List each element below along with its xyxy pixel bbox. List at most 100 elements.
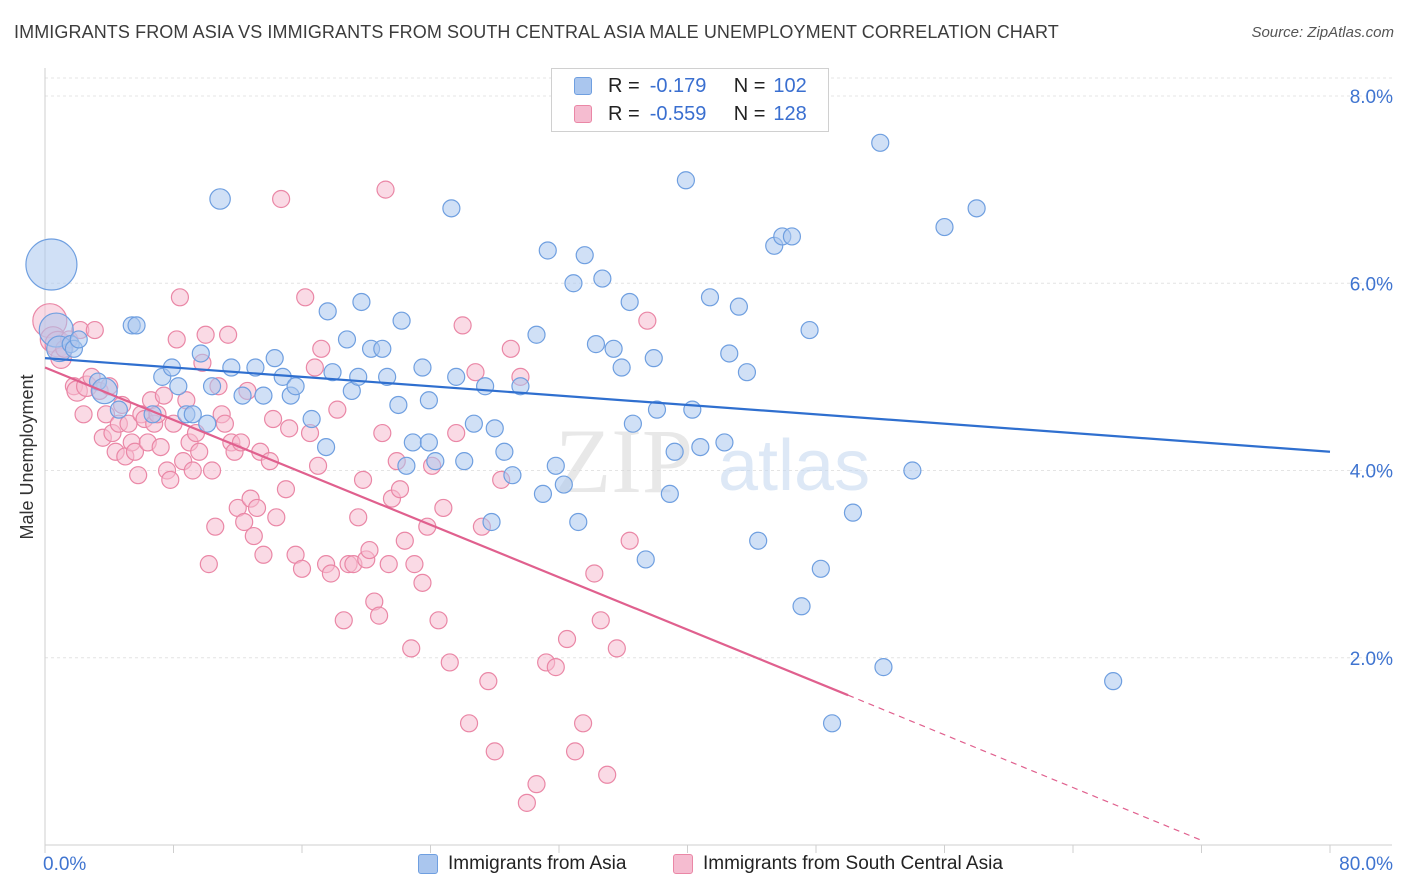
scatter-point-asia (447, 367, 466, 386)
scatter-point-south-central-asia (202, 461, 222, 480)
scatter-point-asia (720, 344, 739, 363)
scatter-point-south-central-asia (247, 498, 267, 518)
series-legend-south-central-asia-label: Immigrants from South Central Asia (703, 853, 1003, 874)
scatter-point-asia (464, 414, 483, 433)
scatter-point-south-central-asia (308, 456, 328, 475)
scatter-point-south-central-asia (74, 405, 93, 424)
scatter-point-south-central-asia (312, 339, 331, 358)
scatter-point-asia (782, 227, 802, 246)
scatter-point-asia (389, 395, 408, 415)
scatter-point-south-central-asia (395, 531, 414, 550)
scatter-point-asia (222, 358, 241, 377)
watermark-atlas: atlas (718, 426, 870, 506)
scatter-point-south-central-asia (402, 639, 421, 658)
scatter-point-asia (442, 199, 461, 218)
scatter-point-asia (644, 349, 663, 368)
scatter-point-south-central-asia (373, 423, 392, 443)
scatter-point-south-central-asia (565, 742, 585, 761)
legend-swatch-south-central-asia (574, 105, 592, 123)
legend-n-label: N = (733, 74, 766, 97)
scatter-point-south-central-asia (292, 559, 312, 578)
scatter-point-south-central-asia (276, 480, 296, 499)
series-legend-south-central-asia-swatch (673, 854, 693, 874)
trend-line-south-central-asia (44, 366, 849, 697)
scatter-point-asia (612, 358, 631, 377)
scatter-point-asia (316, 437, 336, 457)
legend-swatch-asia (574, 77, 592, 95)
scatter-point-south-central-asia (479, 672, 498, 691)
scatter-point-south-central-asia (370, 606, 389, 625)
scatter-point-asia (183, 405, 202, 424)
scatter-point-asia (413, 358, 432, 377)
scatter-point-asia (397, 456, 416, 475)
scatter-point-south-central-asia (620, 531, 639, 550)
scatter-point-asia (935, 217, 954, 237)
scatter-point-asia (403, 433, 422, 452)
scatter-point-asia (729, 297, 749, 316)
scatter-point-asia (503, 466, 522, 485)
scatter-point-asia (871, 133, 890, 152)
stats-legend: R = -0.179 N = 102 R = -0.559 N = 128 (551, 68, 829, 132)
scatter-point-south-central-asia (591, 611, 610, 630)
legend-n-value: 102 (773, 74, 807, 97)
scatter-point-south-central-asia (196, 325, 215, 344)
scatter-point-south-central-asia (219, 325, 238, 344)
scatter-point-asia (352, 292, 371, 312)
scatter-point-asia (660, 484, 679, 504)
scatter-point-asia (419, 391, 438, 410)
scatter-point-asia (109, 400, 128, 419)
scatter-point-south-central-asia (235, 512, 254, 532)
scatter-point-south-central-asia (199, 555, 218, 574)
scatter-point-asia (569, 512, 588, 532)
scatter-point-asia (233, 386, 252, 405)
series-legend-south-central-asia[interactable]: Immigrants from South Central Asia (673, 852, 1003, 876)
scatter-point-south-central-asia (167, 330, 186, 349)
scatter-point-south-central-asia (434, 498, 453, 518)
scatter-point-asia (337, 330, 357, 349)
series-legend-asia-swatch (418, 854, 438, 874)
scatter-point-asia (737, 363, 757, 382)
scatter-point-south-central-asia (585, 564, 604, 583)
scatter-point-asia (426, 452, 445, 471)
scatter-point-asia (127, 316, 146, 335)
y-tick-label: 2.0% (1350, 649, 1393, 670)
scatter-point-south-central-asia (328, 400, 347, 419)
scatter-point-asia (903, 461, 922, 480)
scatter-point-asia (843, 503, 863, 522)
chart-title: IMMIGRANTS FROM ASIA VS IMMIGRANTS FROM … (14, 22, 1059, 42)
source-label: Source: ZipAtlas.com (1251, 24, 1394, 41)
scatter-point-asia (700, 288, 720, 307)
scatter-point-asia (623, 414, 642, 433)
trend-line-south-central-asia-extension (847, 694, 1202, 841)
scatter-point-south-central-asia (215, 414, 234, 433)
scatter-point-south-central-asia (305, 358, 324, 377)
scatter-point-asia (538, 241, 557, 260)
scatter-point-south-central-asia (466, 363, 485, 382)
scatter-point-asia (511, 377, 530, 396)
legend-row-asia: R = -0.179 N = 102 (574, 73, 807, 99)
scatter-point-south-central-asia (376, 180, 395, 199)
scatter-point-south-central-asia (272, 189, 291, 209)
scatter-point-asia (1104, 672, 1123, 691)
scatter-point-south-central-asia (254, 545, 273, 564)
scatter-point-asia (800, 320, 819, 340)
x-tick-label-min: 0.0% (43, 854, 86, 875)
scatter-point-asia (191, 344, 210, 363)
scatter-point-south-central-asia (360, 540, 379, 560)
scatter-point-south-central-asia (263, 409, 283, 429)
series-legend-asia-label: Immigrants from Asia (448, 853, 627, 874)
scatter-point-asia (198, 414, 217, 433)
scatter-point-asia (254, 386, 273, 405)
scatter-point-south-central-asia (154, 386, 173, 405)
scatter-point-asia (533, 484, 553, 504)
scatter-point-asia (419, 433, 438, 452)
scatter-point-south-central-asia (557, 629, 577, 649)
scatter-point-south-central-asia (206, 517, 225, 536)
series-legend-asia[interactable]: Immigrants from Asia (418, 852, 626, 876)
scatter-point-asia (265, 349, 284, 368)
scatter-point-south-central-asia (349, 508, 368, 527)
scatter-point-asia (715, 433, 734, 452)
scatter-point-asia (604, 339, 623, 358)
scatter-point-asia (792, 597, 811, 616)
